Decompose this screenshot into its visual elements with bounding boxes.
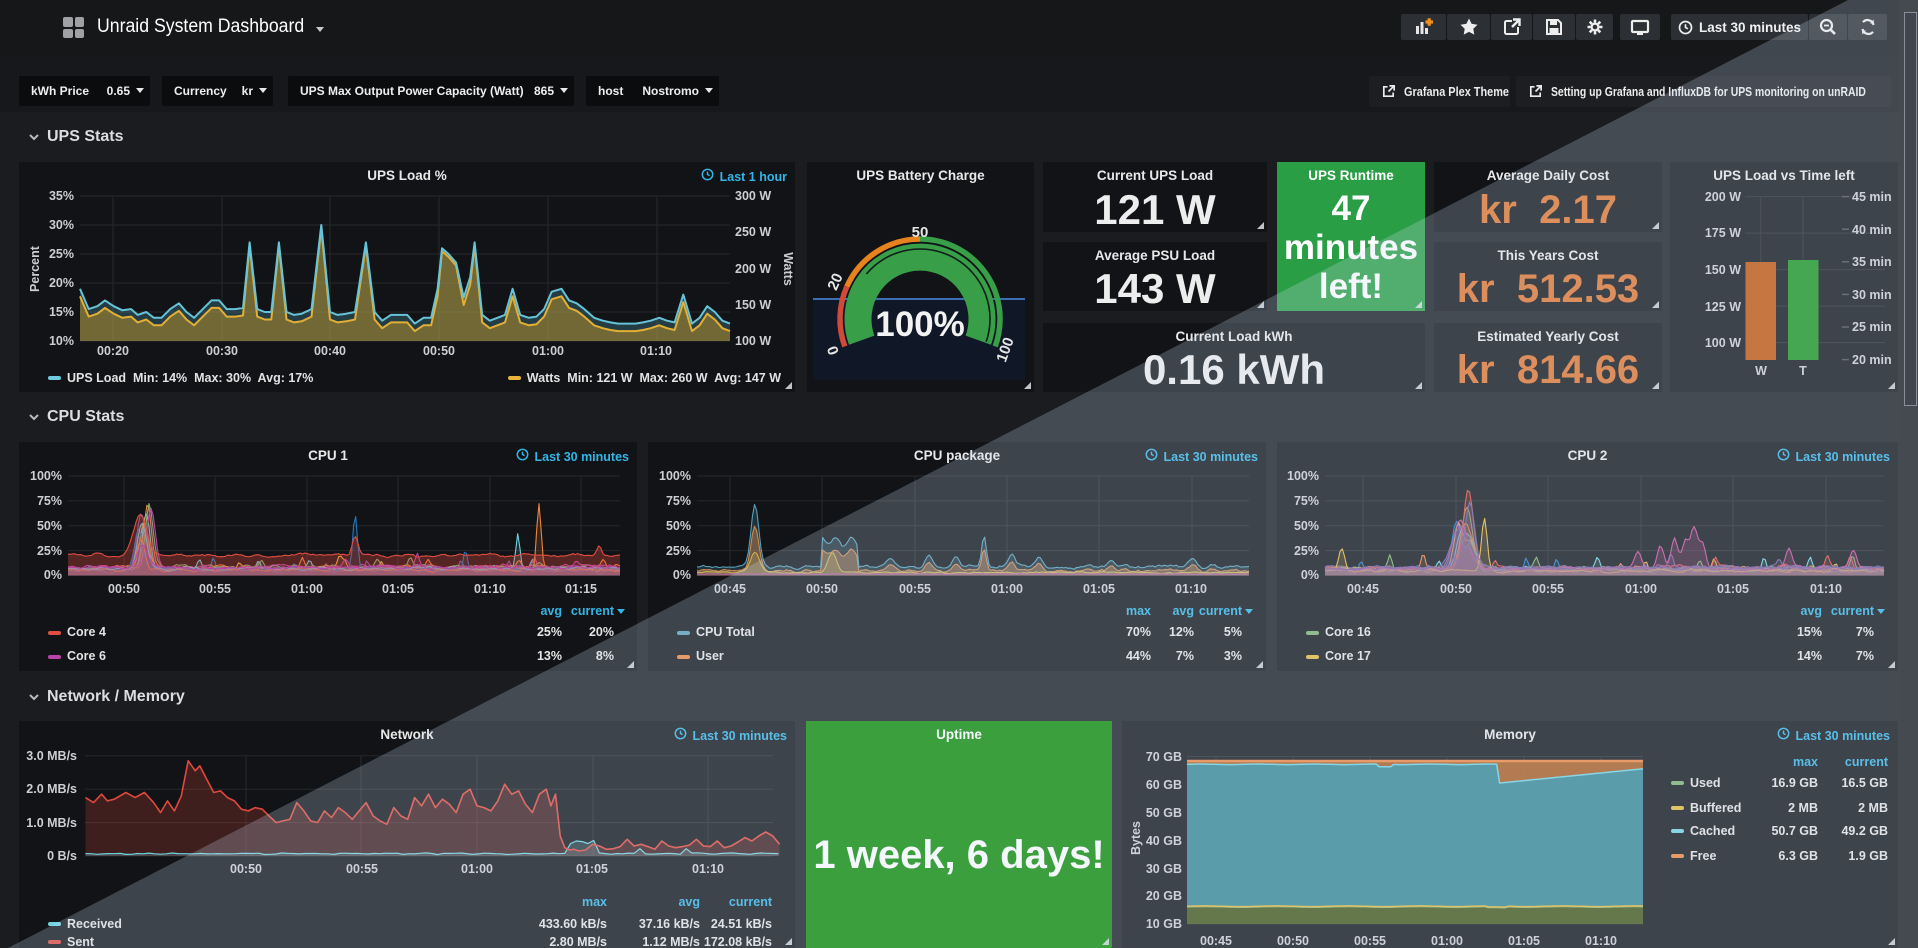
svg-text:100%: 100% [875,305,965,344]
svg-text:20: 20 [824,271,846,293]
svg-text:0: 0 [824,343,843,357]
svg-text:50: 50 [912,224,929,241]
